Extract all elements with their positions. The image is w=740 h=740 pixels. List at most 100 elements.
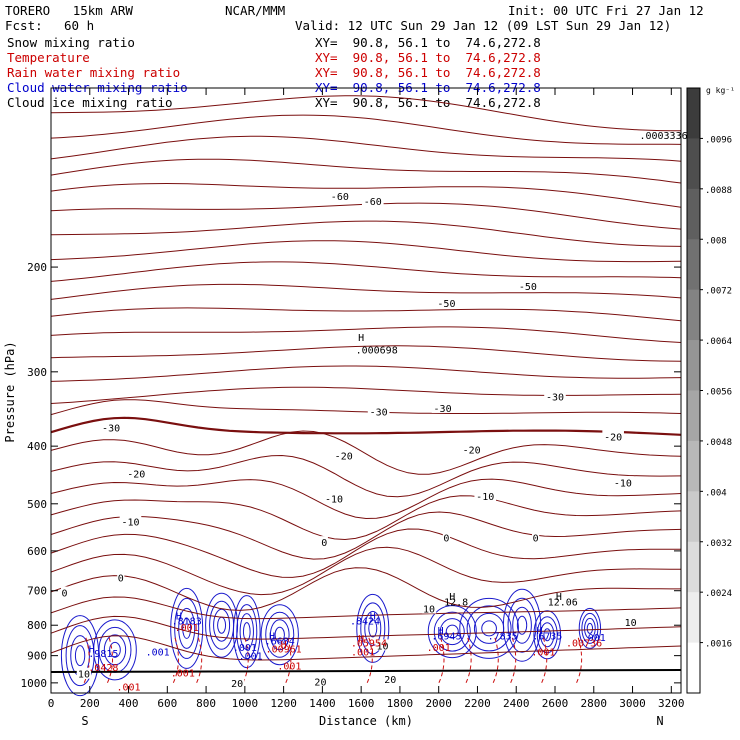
cloud-water-contour [356,593,390,663]
isotherm-label-bg [474,489,497,501]
isotherm-line [50,478,682,520]
isotherm-label-bg [544,390,566,402]
isotherm-label-bg [612,476,634,488]
isotherm-label: -10 [121,517,139,528]
field-label-snow: Snow mixing ratio [7,35,135,50]
field-extremum-label: 12.06 [548,598,578,609]
y-tick-label: 800 [27,619,47,632]
rain-contour [574,637,583,686]
isotherm-label: -20 [335,452,353,463]
colorbar-step [687,541,700,593]
isotherm-line [50,399,682,416]
field-extremum-label: .0003336 [639,131,687,142]
field-xy-snow: XY= 90.8, 56.1 to 74.6,272.8 [315,35,541,50]
cloud-water-contour [481,620,497,637]
x-tick-label: 1600 [348,697,375,710]
isotherm-label-bg [623,615,638,627]
isotherm-label-bg [100,421,122,433]
field-label-cloud-ice: Cloud ice mixing ratio [7,95,173,110]
isotherm-label-bg [435,297,458,309]
isotherm-label: -20 [127,470,145,481]
y-tick-label: 500 [27,498,47,511]
cloud-water-contour [182,617,192,639]
rain-contour [464,637,472,686]
field-extremum-label: H [536,626,542,637]
isotherm-label: 10 [423,605,435,616]
isotherm-label-bg [431,401,454,413]
isotherm-label-bg [517,279,539,291]
colorbar-step [687,289,700,341]
isotherm-label-bg [532,531,540,543]
isotherm-label: -10 [476,492,494,503]
field-extremum-label: .8183 [172,616,202,627]
cloud-water-contour [170,587,204,669]
x-tick-label: 2000 [425,697,452,710]
cloud-water-contour [516,615,528,635]
colorbar: .0096 .0088 .008 .0072 .0064 .0056 .0048 .004 .0… [686,87,732,694]
cloud-water-contour [236,604,258,660]
field-extremum-label: H [370,611,376,622]
isotherm-label-bg [60,586,69,598]
rain-contour [194,637,203,686]
x-tick-label: 3200 [658,697,685,710]
isotherm-line [50,596,682,620]
isotherm-line [50,635,682,661]
colorbar-tick-label: .0056 [705,388,732,398]
colorbar-tick-label: .0096 [705,135,732,145]
cloud-water-contour [368,619,378,638]
isotherm-line [50,326,682,343]
cloud-water-contour [445,624,459,639]
isotherm-label: -10 [614,478,632,489]
isotherm-label: 20 [384,675,396,686]
field-extremum-label: .001 [582,633,606,644]
model-title: TORERO 15km ARW [5,3,133,18]
isotherm-line [50,307,682,322]
x-tick-label: 800 [196,697,216,710]
cloud-water-contour [364,610,382,646]
isotherm-label-bg [229,676,245,688]
cloud-water-contour [466,605,512,652]
y-tick-label: 600 [27,545,47,558]
isotherm-line [50,220,682,247]
isotherm-label: -10 [325,495,343,506]
rain-contour [82,637,90,686]
isotherm-line [50,615,682,640]
isotherm-label-bg [383,672,398,684]
cloud-water-contour [213,608,231,642]
field-extremum-label: H [438,626,444,637]
cloud-water-contour [265,611,295,658]
isotherm-line [50,95,681,132]
rain-contour [437,637,445,686]
isotherm-line [50,261,682,282]
axes-layer: 0 200 400 600 800 1000 1200 1400 1600 1800 2000 220… [21,87,685,710]
colorbar-step [687,491,700,543]
isotherm-line [50,430,682,475]
field-extremum-label: .6943 [431,631,461,642]
y-tick-label: 700 [27,585,47,598]
rain-contour [508,637,517,686]
x-tick-label: 1000 [232,697,259,710]
colorbar-tick-label: .0064 [705,337,732,347]
isotherm-label: 10 [376,641,388,652]
isotherm-label: -30 [546,392,564,403]
cloud-water-contour [459,597,519,659]
field-extremum-label: H [89,644,95,655]
field-extremum-label: .7835 [488,631,518,642]
isotherm-line [50,114,682,145]
colorbar-step [687,642,700,694]
temperature-contour-layer [50,95,682,673]
cloud-water-contour [581,612,599,644]
field-extremum-label: .001 [277,662,301,673]
x-tick-label: 3000 [619,697,646,710]
isotherm-label-bg [329,190,351,202]
rain-contour [105,637,113,686]
colorbar-tick-label: .008 [705,236,727,246]
field-extremum-label: .001 [146,647,170,658]
isotherm-label-bg [323,492,345,504]
init-time: Init: 00 UTC Fri 27 Jan 12 [508,3,704,18]
x-axis-label: Distance (km) [319,714,413,728]
colorbar-tick-label: .0024 [705,589,732,599]
field-extremum-label: H [449,592,455,603]
isotherm-label-bg [602,430,624,442]
cloud-water-contour [578,607,602,649]
